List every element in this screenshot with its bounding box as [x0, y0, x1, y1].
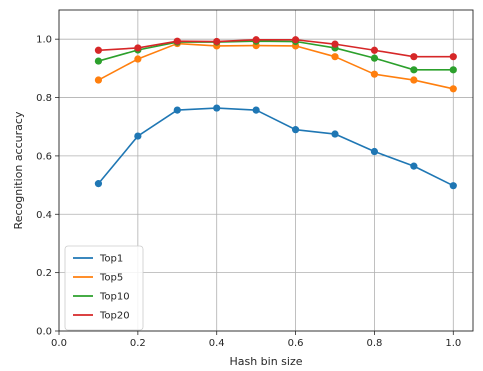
- x-tick-label: 0.6: [288, 338, 304, 349]
- data-point: [370, 46, 379, 54]
- data-point: [134, 132, 142, 140]
- y-axis-ticks: 0.0 0.2 0.4 0.6 0.8 1.0: [36, 35, 59, 338]
- series-top20: [94, 36, 457, 61]
- series-line: [98, 38, 454, 58]
- data-point: [449, 182, 457, 190]
- legend-label: Top10: [99, 292, 130, 303]
- series-top1: [94, 104, 457, 190]
- y-tick-label: 0.6: [36, 151, 52, 162]
- x-tick-label: 0.4: [209, 338, 225, 349]
- legend: Top1 Top5 Top10 Top20: [64, 245, 144, 331]
- y-axis-label: Recognition accuracy: [12, 111, 25, 229]
- x-tick-label: 0.2: [130, 338, 146, 349]
- data-point: [252, 36, 260, 44]
- data-point: [94, 76, 103, 84]
- data-point: [410, 76, 418, 84]
- data-point: [331, 40, 339, 48]
- legend-item: Top10: [73, 292, 130, 303]
- data-point: [410, 53, 418, 61]
- data-point: [134, 44, 142, 52]
- legend-item: Top5: [73, 273, 123, 284]
- data-point: [134, 55, 142, 63]
- x-axis-label: Hash bin size: [229, 355, 302, 368]
- data-point: [410, 162, 418, 170]
- y-tick-label: 0.0: [36, 327, 52, 338]
- plot-frame: [58, 9, 474, 332]
- data-point: [213, 104, 221, 112]
- data-point: [252, 106, 260, 114]
- data-point: [370, 70, 379, 78]
- y-tick-label: 1.0: [36, 35, 52, 46]
- data-point: [291, 126, 300, 134]
- data-point: [173, 37, 181, 45]
- legend-item: Top20: [73, 311, 130, 322]
- y-tick-label: 0.2: [36, 268, 52, 279]
- data-point: [173, 106, 181, 114]
- legend-label: Top1: [99, 254, 123, 265]
- series-line: [98, 40, 454, 71]
- data-point: [331, 130, 339, 138]
- series-line: [97, 107, 454, 187]
- data-point: [449, 53, 457, 61]
- data-point: [370, 147, 379, 156]
- legend-box: [64, 245, 144, 331]
- y-tick-label: 0.8: [36, 93, 52, 104]
- data-point: [291, 36, 300, 44]
- data-point: [94, 180, 103, 188]
- data-point: [213, 37, 221, 46]
- x-tick-label: 0.0: [51, 338, 67, 349]
- series-layer: [94, 36, 457, 190]
- legend-item: Top1: [73, 254, 123, 265]
- data-point: [449, 85, 457, 93]
- x-tick-label: 0.8: [366, 338, 382, 349]
- data-point: [449, 66, 457, 74]
- x-axis-ticks: 0.0 0.2 0.4 0.6 0.8 1.0: [51, 331, 461, 349]
- data-point: [94, 57, 103, 65]
- data-point: [410, 66, 418, 74]
- series-line: [98, 42, 454, 90]
- y-tick-label: 0.4: [36, 210, 52, 221]
- x-tick-label: 1.0: [445, 338, 461, 349]
- data-point: [94, 46, 103, 54]
- legend-label: Top5: [99, 273, 123, 284]
- data-point: [331, 53, 339, 61]
- plot-border: [58, 9, 474, 332]
- data-point: [370, 54, 379, 62]
- legend-label: Top20: [99, 311, 130, 322]
